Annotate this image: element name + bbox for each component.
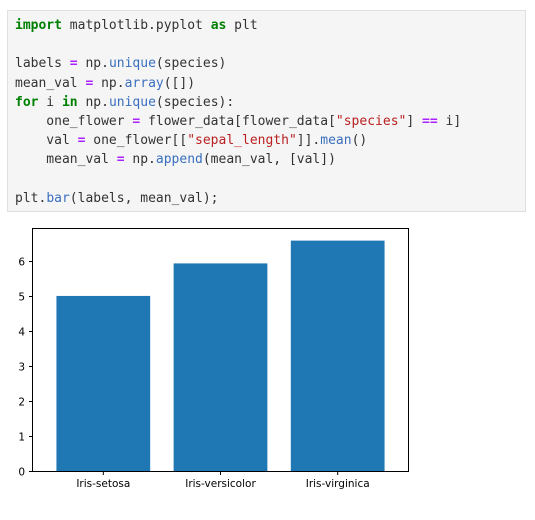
code-line: for i in np.unique(species): <box>15 93 234 112</box>
y-tick-label: 2 <box>18 397 25 409</box>
code-token: (species) <box>155 56 227 72</box>
bar-iris-setosa <box>56 295 151 471</box>
code-line: val = one_flower[["sepal_length"]].mean(… <box>15 131 367 150</box>
code-token: "species" <box>335 114 407 129</box>
y-tick-label: 3 <box>18 362 25 374</box>
code-token: mean_val <box>15 75 86 91</box>
code-token: (mean_val, [val]) <box>202 152 336 168</box>
x-tick-label: Iris-versicolor <box>185 478 256 490</box>
bar-chart: 0 1 2 3 4 5 6 Iris-setosa Iris-versicolor Iris-v… <box>18 228 409 490</box>
code-token: mean <box>320 133 352 149</box>
code-token: ([]) <box>163 75 196 91</box>
code-token: np. <box>77 94 109 110</box>
y-tick-label: 0 <box>18 467 25 479</box>
code-token: = <box>85 75 94 91</box>
code-token: () <box>351 133 368 149</box>
code-token: = <box>69 56 78 72</box>
y-axis: 0 1 2 3 4 5 6 <box>18 257 33 479</box>
code-token: ] <box>406 114 423 129</box>
plot-frame <box>32 228 409 472</box>
code-token: for <box>15 94 39 110</box>
code-line: import matplotlib.pyplot as plt <box>15 16 258 35</box>
code-token: i <box>38 94 62 110</box>
code-token: ]]. <box>296 133 321 149</box>
code-token: in <box>61 94 78 110</box>
code-token: flower_data[flower_data[ <box>140 114 336 129</box>
code-token: labels <box>15 56 70 72</box>
y-tick-label: 6 <box>18 257 25 269</box>
code-token: plt. <box>15 190 47 206</box>
code-token: (labels, mean_val); <box>69 190 219 206</box>
code-token: = <box>116 152 125 168</box>
code-token: unique <box>108 56 156 72</box>
code-token: plt <box>226 18 258 33</box>
code-token: one_flower <box>15 114 133 129</box>
code-token: unique <box>108 94 156 110</box>
code-token: "sepal_length" <box>187 133 297 149</box>
code-token: mean_val <box>15 152 117 168</box>
code-token: bar <box>46 190 70 206</box>
code-token: np. <box>77 56 109 72</box>
code-line: plt.bar(labels, mean_val); <box>15 189 219 208</box>
bar-iris-virginica <box>290 240 385 471</box>
code-cell[interactable]: import matplotlib.pyplot as plt labels = … <box>7 10 526 212</box>
x-tick-label: Iris-setosa <box>76 478 130 490</box>
output-area: 0 1 2 3 4 5 6 Iris-setosa Iris-versicolor Iris-v… <box>0 218 535 516</box>
code-line: one_flower = flower_data[flower_data["sp… <box>15 112 461 131</box>
code-token: append <box>155 152 203 168</box>
code-token: import <box>15 18 62 33</box>
x-axis: Iris-setosa Iris-versicolor Iris-virginica <box>76 471 370 490</box>
x-tick-label: Iris-virginica <box>306 478 370 490</box>
code-token: (species): <box>155 94 235 110</box>
code-token: np. <box>124 152 156 168</box>
code-token: array <box>124 75 164 91</box>
code-token: np. <box>93 75 125 91</box>
code-line: labels = np.unique(species) <box>15 54 226 73</box>
bars-group <box>56 240 385 471</box>
code-token: matplotlib.pyplot <box>61 18 211 33</box>
y-tick-label: 5 <box>18 292 25 304</box>
y-tick-label: 4 <box>18 327 25 339</box>
code-token: == <box>422 114 438 129</box>
code-token: val <box>15 133 78 149</box>
code-line: mean_val = np.array([]) <box>15 74 195 93</box>
code-line: mean_val = np.append(mean_val, [val]) <box>15 150 336 169</box>
code-token: i] <box>437 114 462 129</box>
code-token: = <box>132 114 141 129</box>
y-tick-label: 1 <box>18 432 25 444</box>
code-token: = <box>77 133 86 149</box>
code-token: one_flower[[ <box>85 133 188 149</box>
bar-iris-versicolor <box>173 263 268 471</box>
code-token: as <box>210 18 227 33</box>
